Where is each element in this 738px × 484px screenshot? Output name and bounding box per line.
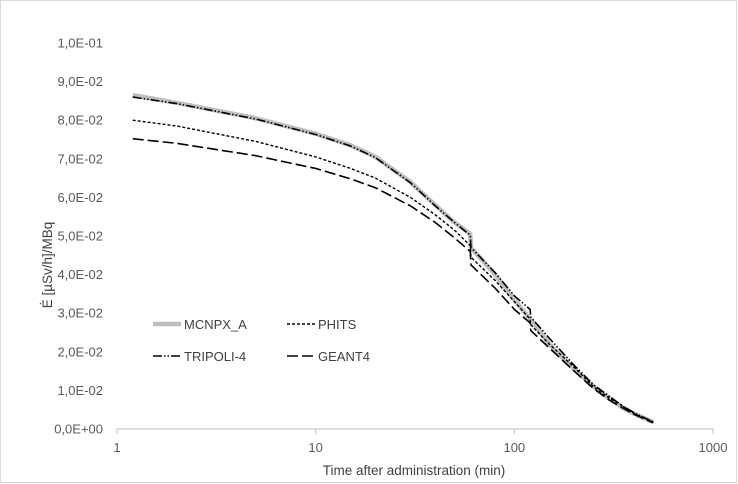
y-axis-ticks: 0,0E+00 1,0E-02 2,0E-02 3,0E-02 4,0E-02 5,0E-…	[54, 36, 103, 437]
y-tick-label: 7,0E-02	[57, 151, 103, 166]
series-layer	[132, 92, 655, 425]
x-tick-label: 10	[308, 440, 322, 455]
y-tick-label: 1,0E-01	[57, 36, 103, 51]
x-axis-ticks: 1 10 100 1000	[113, 429, 727, 455]
legend-item: TRIPOLI-4	[153, 349, 246, 364]
legend-item: PHITS	[287, 317, 357, 332]
x-tick-label: 100	[503, 440, 525, 455]
y-tick-label: 0,0E+00	[54, 422, 103, 437]
x-tick-label: 1000	[699, 440, 728, 455]
y-axis-title: Ė [µSv/h]/MBq	[40, 222, 55, 309]
series-line-phits	[132, 119, 654, 423]
y-tick-label: 9,0E-02	[57, 74, 103, 89]
series-line-tripoli-4	[132, 96, 654, 423]
legend: MCNPX_A PHITS TRIPOLI-4 GEANT4	[153, 317, 370, 364]
legend-label: GEANT4	[318, 349, 370, 364]
y-tick-label: 2,0E-02	[57, 344, 103, 359]
y-tick-label: 8,0E-02	[57, 113, 103, 128]
y-tick-label: 3,0E-02	[57, 306, 103, 321]
series-line-geant4	[132, 137, 654, 424]
y-tick-label: 6,0E-02	[57, 190, 103, 205]
x-axis-title: Time after administration (min)	[323, 463, 506, 478]
legend-item: MCNPX_A	[153, 317, 247, 332]
legend-label: MCNPX_A	[184, 317, 247, 332]
y-tick-label: 1,0E-02	[57, 383, 103, 398]
legend-label: TRIPOLI-4	[184, 349, 246, 364]
x-tick-label: 1	[113, 440, 120, 455]
legend-item: GEANT4	[287, 349, 370, 364]
legend-label: PHITS	[318, 317, 357, 332]
y-tick-label: 4,0E-02	[57, 267, 103, 282]
y-tick-label: 5,0E-02	[57, 229, 103, 244]
